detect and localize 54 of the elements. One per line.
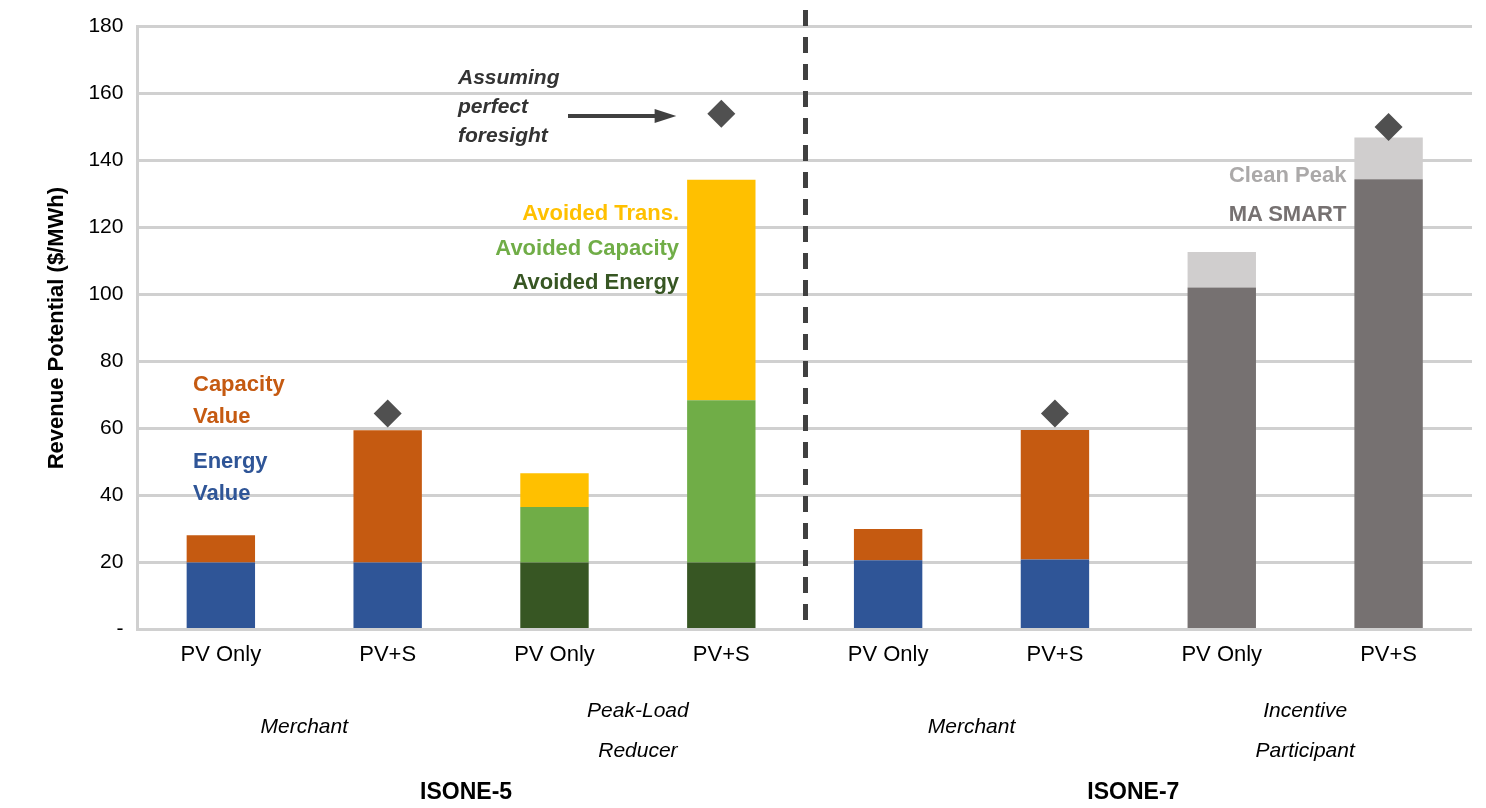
y-tick-label: 120 xyxy=(88,214,124,238)
bar xyxy=(353,562,422,629)
text: Energy Value xyxy=(193,448,269,506)
series-label: Clean Peak xyxy=(1228,162,1348,188)
series-label: Avoided Trans. xyxy=(522,200,680,226)
y-tick-label: 60 xyxy=(100,415,124,439)
text: Incentive Participant xyxy=(1255,697,1356,761)
x-tick-label: PV Only xyxy=(1181,640,1263,666)
bar xyxy=(1187,287,1256,629)
bar xyxy=(520,562,589,629)
bar xyxy=(353,430,422,563)
y-tick-label: - xyxy=(116,616,124,640)
y-axis-title: Revenue Potential ($/MWh) xyxy=(43,186,69,470)
point xyxy=(1374,113,1403,142)
bar xyxy=(1187,252,1256,288)
y-tick-label: 20 xyxy=(100,549,124,573)
y-tick-label: 80 xyxy=(100,348,124,372)
bar xyxy=(853,529,923,561)
point xyxy=(373,399,402,428)
x-tick-label: PV Only xyxy=(847,640,929,666)
point xyxy=(707,99,736,128)
bar xyxy=(1020,559,1090,629)
y-tick-label: 40 xyxy=(100,482,124,506)
bar xyxy=(186,535,256,563)
bar xyxy=(687,400,756,563)
bar xyxy=(1020,429,1090,560)
text: Avoided Capacity xyxy=(495,235,680,261)
y-tick-label: 140 xyxy=(88,147,124,171)
text: Merchant xyxy=(260,713,350,737)
bar xyxy=(853,560,923,629)
y-tick-label: 160 xyxy=(88,80,124,104)
text: Capacity Value xyxy=(193,371,286,429)
bar xyxy=(520,473,589,507)
x-tick-label: PV+S xyxy=(692,640,750,666)
text: Peak-Load Reducer xyxy=(587,697,691,761)
annotation: Assuming perfect foresight xyxy=(457,64,560,146)
text: Merchant xyxy=(927,713,1017,737)
y-tick-label: 180 xyxy=(88,13,124,37)
x-tick-label: PV+S xyxy=(1360,640,1418,666)
x-tick-label: PV Only xyxy=(514,640,595,666)
bar xyxy=(520,506,589,563)
text: Avoided Energy xyxy=(512,269,680,295)
text: ISONE-5 xyxy=(420,778,513,805)
x-tick-label: PV+S xyxy=(359,640,417,666)
bar xyxy=(687,179,756,401)
series-label: MA SMART xyxy=(1228,201,1347,227)
bar xyxy=(687,562,756,629)
y-tick-label: 100 xyxy=(88,281,124,305)
x-tick-label: PV+S xyxy=(1026,640,1084,666)
bar xyxy=(186,562,256,629)
x-tick-label: PV Only xyxy=(180,640,262,666)
text: ISONE-7 xyxy=(1087,778,1180,805)
bar xyxy=(1354,179,1423,629)
point xyxy=(1040,399,1069,428)
